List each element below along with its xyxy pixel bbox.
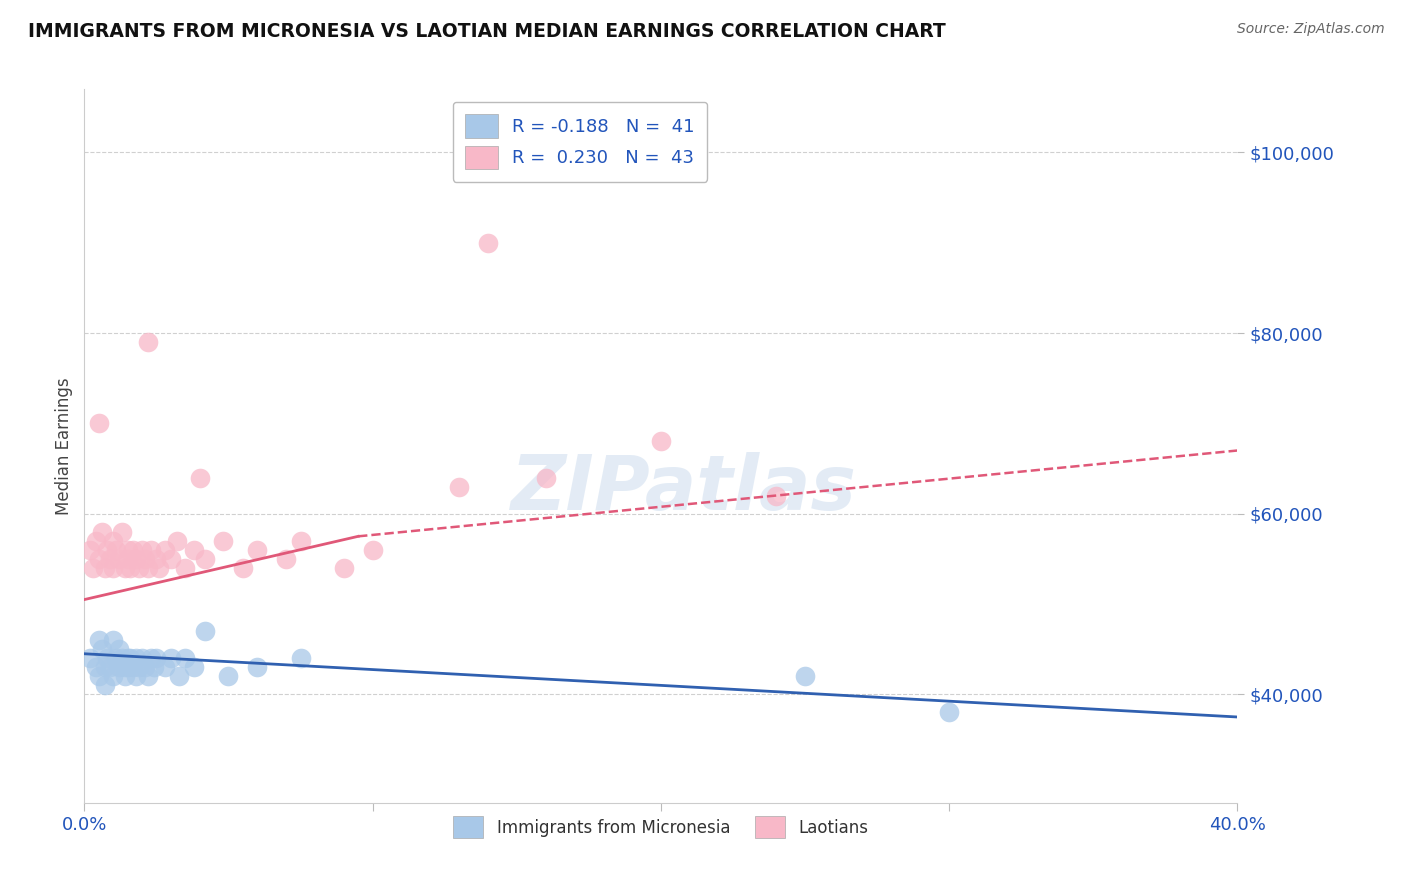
Point	[108, 552, 131, 566]
Point	[148, 561, 170, 575]
Point	[938, 706, 960, 720]
Point	[166, 533, 188, 548]
Point	[103, 633, 124, 648]
Point	[117, 552, 139, 566]
Point	[449, 480, 471, 494]
Point	[142, 660, 165, 674]
Point	[246, 542, 269, 557]
Point	[145, 651, 167, 665]
Point	[122, 542, 145, 557]
Point	[82, 561, 104, 575]
Point	[105, 542, 128, 557]
Point	[160, 651, 183, 665]
Point	[90, 642, 112, 657]
Point	[87, 417, 110, 431]
Point	[105, 651, 128, 665]
Point	[174, 561, 197, 575]
Point	[84, 533, 107, 548]
Point	[87, 669, 110, 683]
Point	[290, 651, 312, 665]
Point	[136, 561, 159, 575]
Point	[79, 651, 101, 665]
Point	[114, 669, 136, 683]
Point	[111, 524, 134, 539]
Point	[93, 678, 115, 692]
Point	[103, 669, 124, 683]
Point	[90, 524, 112, 539]
Point	[211, 533, 233, 548]
Point	[534, 470, 557, 484]
Y-axis label: Median Earnings: Median Earnings	[55, 377, 73, 515]
Point	[122, 660, 145, 674]
Point	[174, 651, 197, 665]
Point	[125, 651, 148, 665]
Point	[650, 434, 672, 449]
Point	[131, 542, 153, 557]
Text: Source: ZipAtlas.com: Source: ZipAtlas.com	[1237, 22, 1385, 37]
Point	[232, 561, 254, 575]
Point	[125, 552, 148, 566]
Point	[169, 669, 191, 683]
Point	[108, 642, 131, 657]
Point	[96, 542, 118, 557]
Point	[131, 651, 153, 665]
Point	[79, 542, 101, 557]
Point	[246, 660, 269, 674]
Point	[87, 552, 110, 566]
Point	[477, 235, 499, 250]
Point	[361, 542, 384, 557]
Point	[93, 660, 115, 674]
Point	[276, 552, 298, 566]
Point	[120, 561, 142, 575]
Point	[98, 552, 121, 566]
Point	[290, 533, 312, 548]
Point	[188, 470, 211, 484]
Point	[84, 660, 107, 674]
Point	[134, 552, 156, 566]
Point	[103, 561, 124, 575]
Point	[194, 624, 217, 639]
Point	[153, 660, 176, 674]
Legend: Immigrants from Micronesia, Laotians: Immigrants from Micronesia, Laotians	[447, 810, 875, 845]
Point	[96, 651, 118, 665]
Point	[103, 533, 124, 548]
Point	[128, 660, 150, 674]
Point	[128, 561, 150, 575]
Point	[183, 660, 205, 674]
Point	[194, 552, 217, 566]
Text: ZIPatlas: ZIPatlas	[510, 452, 856, 525]
Text: IMMIGRANTS FROM MICRONESIA VS LAOTIAN MEDIAN EARNINGS CORRELATION CHART: IMMIGRANTS FROM MICRONESIA VS LAOTIAN ME…	[28, 22, 946, 41]
Point	[120, 651, 142, 665]
Point	[93, 561, 115, 575]
Point	[136, 669, 159, 683]
Point	[114, 660, 136, 674]
Point	[117, 660, 139, 674]
Point	[139, 542, 162, 557]
Point	[87, 633, 110, 648]
Point	[153, 542, 176, 557]
Point	[111, 651, 134, 665]
Point	[765, 489, 787, 503]
Point	[794, 669, 817, 683]
Point	[134, 660, 156, 674]
Point	[145, 552, 167, 566]
Point	[114, 561, 136, 575]
Point	[136, 335, 159, 350]
Point	[139, 651, 162, 665]
Point	[160, 552, 183, 566]
Point	[117, 542, 139, 557]
Point	[333, 561, 356, 575]
Point	[218, 669, 240, 683]
Point	[125, 669, 148, 683]
Point	[117, 651, 139, 665]
Point	[98, 660, 121, 674]
Point	[108, 660, 131, 674]
Point	[183, 542, 205, 557]
